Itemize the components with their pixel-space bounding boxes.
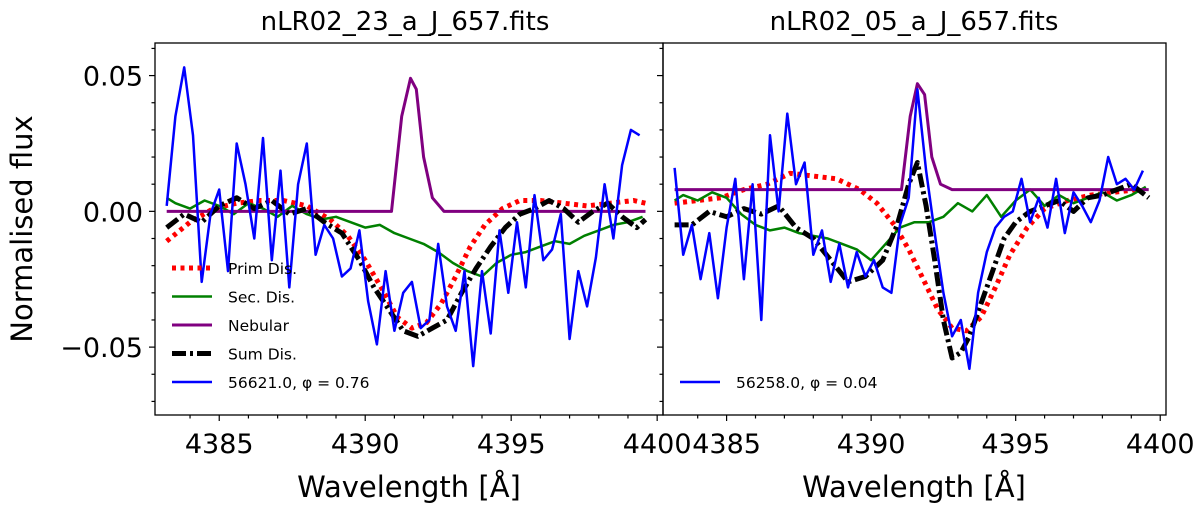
y-tick-label: 0.00 bbox=[83, 197, 143, 228]
legend-label: Sec. Dis. bbox=[228, 289, 295, 307]
legend-label: Sum Dis. bbox=[228, 346, 297, 364]
x-tick-label: 4385 bbox=[185, 429, 254, 460]
plot-area-right bbox=[673, 82, 1151, 371]
y-tick-label: 0.05 bbox=[83, 62, 143, 93]
legend-label: Nebular bbox=[228, 317, 290, 335]
axes-right: 4385 4390 4395 4400 bbox=[657, 47, 1195, 460]
legend-left: Prim Dis. Sec. Dis. Nebular Sum Dis. 56621.0… bbox=[172, 260, 370, 392]
x-tick-label: 4385 bbox=[692, 429, 761, 460]
x-tick-label: 4400 bbox=[623, 429, 692, 460]
series-line-nebular bbox=[674, 82, 1149, 192]
panel-right: nLR02_05_a_J_657.fits 4385 4390 4395 4400 5… bbox=[657, 7, 1195, 504]
x-tick-label: 4390 bbox=[331, 429, 400, 460]
series-line-sum-dis bbox=[674, 160, 1151, 361]
x-tick-label: 4390 bbox=[837, 429, 906, 460]
chart-title-right: nLR02_05_a_J_657.fits bbox=[770, 7, 1059, 37]
legend-label: Prim Dis. bbox=[228, 260, 297, 278]
panel-left: nLR02_23_a_J_657.fits 4385 4390 4395 4400 0.… bbox=[5, 7, 692, 504]
x-tick-label: 4395 bbox=[477, 429, 546, 460]
chart-title-left: nLR02_23_a_J_657.fits bbox=[261, 7, 550, 37]
x-axis-label-right: Wavelength [Å] bbox=[802, 470, 1026, 504]
y-tick-label: −0.05 bbox=[60, 333, 143, 364]
y-axis-label: Normalised flux bbox=[5, 115, 39, 342]
series-line-56621-0 bbox=[165, 66, 641, 368]
axes-frame-right bbox=[662, 42, 1167, 416]
series-line-nebular bbox=[166, 76, 646, 213]
x-tick-label: 4400 bbox=[1126, 429, 1195, 460]
x-tick-label: 4395 bbox=[981, 429, 1050, 460]
x-axis-label-left: Wavelength [Å] bbox=[297, 470, 521, 504]
plot-area-left bbox=[165, 66, 648, 368]
legend-label: 56621.0, φ = 0.76 bbox=[228, 374, 370, 392]
legend-right: 56258.0, φ = 0.04 bbox=[680, 374, 878, 392]
axes-left: 4385 4390 4395 4400 0.05 0.00 −0.05 bbox=[60, 47, 692, 460]
legend-label: 56258.0, φ = 0.04 bbox=[736, 374, 878, 392]
series-line-56258-0 bbox=[673, 87, 1145, 371]
